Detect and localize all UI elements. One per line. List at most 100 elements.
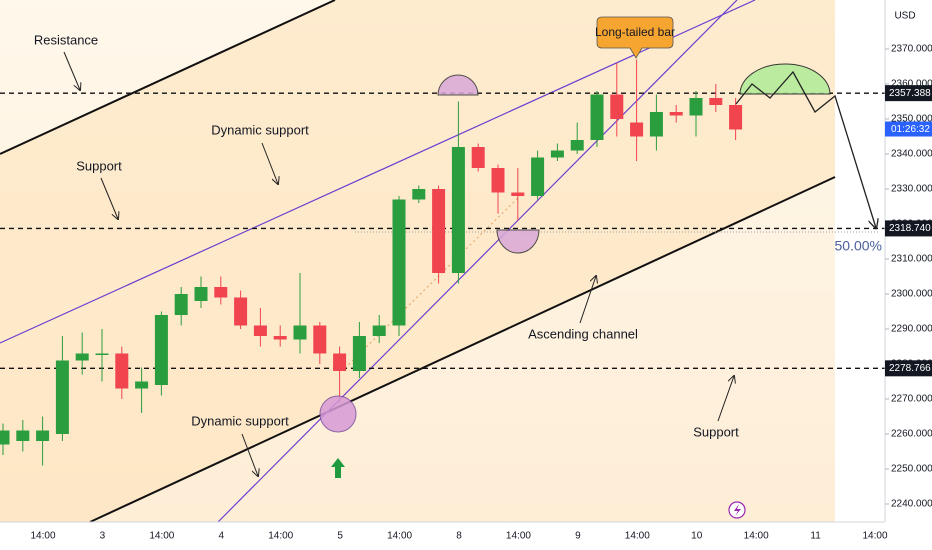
level-label: 2278.766 (889, 363, 931, 374)
y-tick-label: 2300.000 (891, 289, 932, 300)
candle-body (174, 294, 188, 315)
countdown: 01:26:32 (891, 124, 930, 135)
dynamic-line-upper (0, 0, 756, 344)
currency: USD (894, 11, 915, 22)
x-tick-label: 9 (575, 531, 581, 542)
dome (739, 63, 831, 95)
x-tick-label: 5 (337, 531, 343, 542)
level-box (885, 360, 932, 377)
x-tick-label: 14:00 (744, 531, 769, 542)
y-tick-label: 2250.000 (891, 464, 932, 475)
candle-body (154, 315, 168, 385)
candle-body (115, 353, 129, 389)
candle-body (669, 112, 683, 116)
candle-body (649, 112, 663, 137)
candle-body (630, 122, 644, 137)
candle-body (491, 168, 505, 193)
annotation: Support (76, 158, 122, 173)
candle-body (729, 105, 743, 130)
candle-body (412, 189, 426, 200)
fib-label: 50.00% (835, 238, 882, 254)
event-bolt (734, 504, 741, 516)
candle-body (194, 287, 208, 301)
y-tick-label: 2370.000 (891, 44, 932, 55)
projection-path (735, 70, 876, 228)
candle-body (75, 353, 89, 361)
candle-body (313, 325, 327, 354)
x-tick-label: 8 (456, 531, 462, 542)
candle-body (511, 192, 525, 196)
axis-labels: 2240.0002250.0002260.0002270.0002280.000… (30, 44, 932, 542)
arrow (261, 142, 278, 184)
arrow (63, 51, 80, 90)
candle-body (392, 199, 406, 326)
candle-body (709, 98, 723, 105)
level-box (885, 85, 932, 102)
annotation: Dynamic support (211, 122, 309, 137)
trend-dots (344, 195, 521, 369)
x-tick-label: 14:00 (387, 531, 412, 542)
x-tick-label: 14:00 (30, 531, 55, 542)
callout-text: Long-tailed bar (595, 25, 675, 39)
y-tick-label: 2290.000 (891, 324, 932, 335)
dynamic-line-lower (217, 0, 738, 523)
candle-body (214, 287, 228, 298)
annotation: Ascending channel (528, 326, 638, 341)
x-tick-label: 14:00 (506, 531, 531, 542)
candle-body (471, 147, 485, 168)
y-tick-label: 2270.000 (891, 394, 932, 405)
candle-body (234, 297, 248, 326)
x-tick-label: 14:00 (863, 531, 888, 542)
highlight-top (437, 74, 479, 96)
y-tick-label: 2260.000 (891, 429, 932, 440)
up-arrow (331, 458, 345, 478)
x-tick-label: 14:00 (149, 531, 174, 542)
candle-body (293, 325, 307, 340)
candle-body (451, 147, 465, 273)
countdown-box (885, 121, 932, 137)
y-tick-label: 2360.000 (891, 79, 932, 90)
x-tick-label: 10 (691, 531, 703, 542)
candle-body (36, 430, 50, 441)
candle-body (55, 360, 69, 434)
candle-body (135, 381, 149, 389)
candles (0, 59, 743, 466)
candle-body (432, 189, 446, 273)
arrow (579, 276, 596, 324)
channel-fill (0, 0, 835, 522)
x-tick-label: 14:00 (625, 531, 650, 542)
level-label: 2357.388 (889, 88, 931, 99)
candle-body (372, 325, 386, 336)
channel-lower (89, 176, 836, 523)
candle-body (352, 336, 366, 371)
y-tick-label: 2240.000 (891, 499, 932, 510)
candle-body (689, 98, 703, 116)
candle-body (333, 353, 347, 371)
y-tick-label: 2340.000 (891, 149, 932, 160)
candle-body (16, 430, 30, 441)
candle-body (273, 336, 287, 340)
channel-upper (0, 0, 336, 155)
highlight-bottom (496, 229, 540, 254)
annotation: Dynamic support (191, 413, 289, 428)
annotation: Resistance (34, 32, 98, 47)
y-tick-label: 2350.000 (891, 114, 932, 125)
x-tick-label: 4 (219, 531, 225, 542)
candle-body (0, 430, 10, 445)
candle-body (570, 140, 584, 151)
annotation: Support (693, 424, 739, 439)
candle-body (95, 353, 109, 355)
arrow (717, 376, 734, 422)
time-axis (0, 522, 885, 550)
x-tick-label: 3 (100, 531, 106, 542)
candle-body (590, 94, 604, 140)
highlight-circle (319, 395, 357, 433)
level-box (885, 220, 932, 237)
arrow (241, 433, 258, 476)
candle-body (610, 94, 624, 119)
x-tick-label: 11 (810, 531, 821, 542)
x-tick-label: 14:00 (268, 531, 293, 542)
level-label: 2318.740 (889, 223, 931, 234)
callout-box (596, 16, 674, 59)
